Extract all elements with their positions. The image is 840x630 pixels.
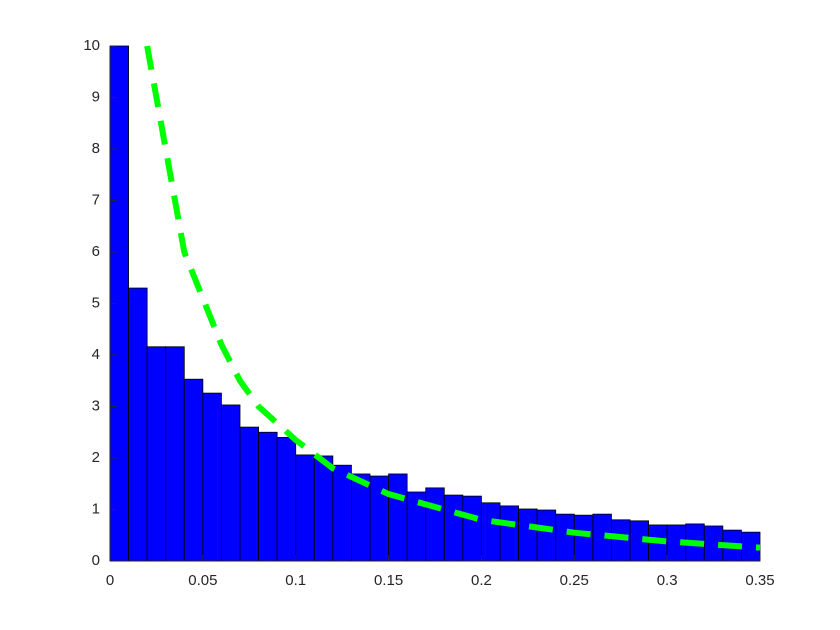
bar	[536, 509, 557, 562]
y-tick-label: 9	[92, 88, 100, 105]
bar	[295, 454, 315, 562]
bar	[388, 473, 408, 562]
x-tick-label: 0	[106, 572, 114, 589]
bar	[555, 513, 575, 562]
bar	[425, 487, 445, 562]
x-tick-label: 0.35	[745, 572, 774, 589]
bar	[369, 475, 389, 562]
x-tick-label: 0.05	[188, 572, 217, 589]
y-tick-label: 3	[92, 397, 100, 414]
bar	[276, 436, 297, 562]
x-tick-label: 0.3	[657, 572, 678, 589]
bar	[462, 495, 482, 562]
x-tick-label: 0.1	[285, 572, 306, 589]
y-tick-label: 5	[92, 294, 100, 311]
y-tick-label: 7	[92, 191, 100, 208]
bar	[146, 346, 167, 562]
bar	[313, 455, 334, 562]
y-tick-label: 6	[92, 243, 100, 260]
bar	[499, 505, 519, 562]
bar	[332, 464, 352, 562]
bar	[183, 378, 204, 562]
bar	[258, 431, 278, 562]
bar	[573, 514, 594, 562]
bar	[221, 404, 241, 562]
bar	[518, 508, 538, 562]
y-tick-label: 4	[92, 346, 100, 363]
y-tick-label: 0	[92, 552, 100, 569]
bar	[239, 426, 259, 562]
bar	[443, 494, 464, 562]
y-tick-label: 2	[92, 449, 100, 466]
bar	[128, 287, 148, 562]
bar	[202, 392, 222, 562]
y-tick-label: 8	[92, 140, 100, 157]
y-tick-label: 1	[92, 500, 100, 517]
y-tick-label: 10	[83, 37, 100, 54]
bar	[165, 346, 185, 562]
bar	[481, 502, 501, 562]
x-tick-label: 0.15	[374, 572, 403, 589]
x-tick-label: 0.2	[471, 572, 492, 589]
x-tick-label: 0.25	[560, 572, 589, 589]
